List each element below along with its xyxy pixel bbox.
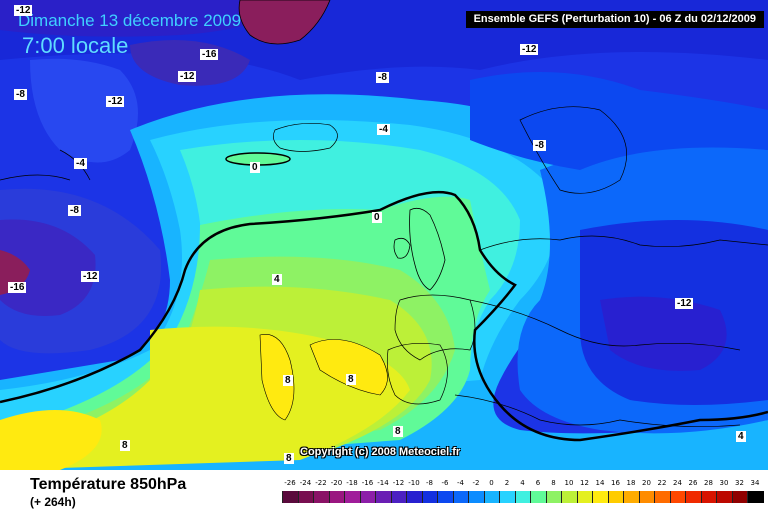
forecast-time: 7:00 locale: [22, 33, 129, 58]
scale-tick-label: 26: [688, 479, 698, 487]
scale-tick-label: 8: [551, 479, 556, 487]
scale-tick-label: 14: [595, 479, 605, 487]
scale-tick-label: 18: [626, 479, 636, 487]
scale-swatch: [592, 491, 609, 503]
scale-tick-label: -2: [472, 479, 480, 487]
scale-swatch: [545, 491, 562, 503]
scale-tick-label: 10: [564, 479, 574, 487]
scale-tick-label: -24: [299, 479, 312, 487]
scale-swatch: [390, 491, 407, 503]
contour-label: -8: [68, 205, 81, 216]
scale-swatch: [499, 491, 516, 503]
contour-label: -12: [106, 96, 125, 107]
scale-swatch: [747, 491, 764, 503]
scale-swatch: [530, 491, 547, 503]
copyright-label: Copyright (c) 2008 Meteociel.fr: [300, 446, 461, 458]
contour-label: -12: [675, 298, 694, 309]
contour-label: 4: [736, 431, 746, 442]
contour-label: 8: [120, 440, 130, 451]
scale-tick-label: -8: [426, 479, 433, 487]
contour-label: 4: [272, 274, 282, 285]
scale-tick-label: 12: [580, 479, 589, 487]
scale-tick-label: 34: [750, 479, 760, 487]
contour-label: -4: [377, 124, 390, 135]
contour-label: -16: [8, 282, 27, 293]
forecast-date: Dimanche 13 décembre 2009: [18, 11, 242, 30]
scale-tick-label: 16: [611, 479, 620, 487]
contour-label: 0: [372, 212, 382, 223]
contour-label: 8: [346, 374, 356, 385]
scale-swatch: [576, 491, 593, 503]
scale-tick-label: -6: [441, 479, 449, 487]
scale-tick-label: 28: [704, 479, 713, 487]
scale-tick-label: -18: [346, 479, 358, 487]
scale-swatch: [607, 491, 624, 503]
contour-label: 0: [250, 162, 260, 173]
scale-swatch: [328, 491, 345, 503]
scale-tick-label: 4: [520, 479, 525, 487]
scale-tick-label: 22: [657, 479, 667, 487]
contour-label: -12: [81, 271, 100, 282]
contour-label: -12: [178, 71, 197, 82]
forecast-lead-time: (+ 264h): [30, 495, 76, 509]
variable-title: Température 850hPa: [30, 476, 187, 493]
scale-tick-label: -10: [408, 479, 420, 487]
contour-label: -8: [533, 140, 546, 151]
scale-swatch: [437, 491, 454, 503]
scale-tick-label: 6: [535, 479, 541, 487]
scale-tick-label: 2: [504, 479, 510, 487]
scale-swatch: [406, 491, 423, 503]
scale-swatch: [654, 491, 671, 503]
scale-swatch: [669, 491, 686, 503]
scale-swatch: [421, 491, 438, 503]
scale-swatch: [297, 491, 314, 503]
contour-label: -16: [200, 49, 219, 60]
scale-swatch: [452, 491, 469, 503]
scale-swatch: [638, 491, 655, 503]
scale-tick-label: -22: [315, 479, 327, 487]
scale-tick-label: -26: [284, 479, 296, 487]
scale-tick-label: 20: [642, 479, 651, 487]
contour-label: -12: [520, 44, 539, 55]
scale-swatch: [514, 491, 531, 503]
scale-tick-label: 32: [735, 479, 744, 487]
contour-label: -12: [14, 5, 33, 16]
scale-swatch: [700, 491, 717, 503]
scale-swatch: [282, 491, 299, 503]
scale-tick-label: -4: [457, 479, 464, 487]
temperature-map: [0, 0, 768, 470]
contour-label: 8: [284, 453, 294, 464]
scale-swatch: [685, 491, 702, 503]
scale-tick-label: 30: [719, 479, 729, 487]
contour-label: 8: [393, 426, 403, 437]
contour-label: 8: [283, 375, 293, 386]
scale-swatch: [561, 491, 578, 503]
scale-tick-label: -14: [377, 479, 389, 487]
contour-label: -8: [376, 72, 389, 83]
scale-tick-label: -20: [330, 479, 343, 487]
scale-swatch: [468, 491, 485, 503]
scale-swatch: [344, 491, 361, 503]
scale-swatch: [313, 491, 330, 503]
scale-swatch: [359, 491, 376, 503]
scale-swatch: [623, 491, 640, 503]
contour-label: -4: [74, 158, 87, 169]
contour-label: -8: [14, 89, 27, 100]
scale-tick-label: -12: [392, 479, 405, 487]
scale-tick-label: -16: [361, 479, 374, 487]
scale-swatch: [483, 491, 500, 503]
scale-swatch: [375, 491, 392, 503]
scale-tick-label: 24: [673, 479, 682, 487]
model-run-label: Ensemble GEFS (Perturbation 10) - 06 Z d…: [465, 11, 764, 28]
scale-swatch: [731, 491, 748, 503]
scale-tick-label: 0: [489, 479, 494, 487]
scale-swatch: [716, 491, 733, 503]
